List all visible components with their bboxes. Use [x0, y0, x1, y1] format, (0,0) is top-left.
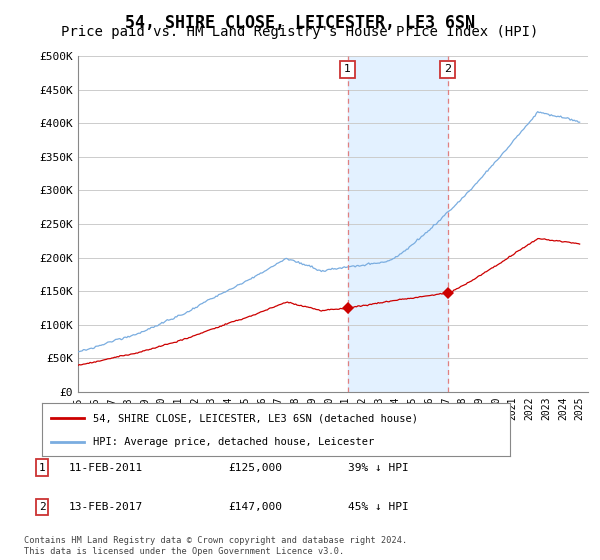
Text: 45% ↓ HPI: 45% ↓ HPI [348, 502, 409, 512]
Text: 54, SHIRE CLOSE, LEICESTER, LE3 6SN: 54, SHIRE CLOSE, LEICESTER, LE3 6SN [125, 14, 475, 32]
Text: £125,000: £125,000 [228, 463, 282, 473]
Text: Price paid vs. HM Land Registry's House Price Index (HPI): Price paid vs. HM Land Registry's House … [61, 25, 539, 39]
Text: 1: 1 [38, 463, 46, 473]
Text: Contains HM Land Registry data © Crown copyright and database right 2024.: Contains HM Land Registry data © Crown c… [24, 536, 407, 545]
Text: 1: 1 [344, 64, 351, 74]
Bar [347, 56, 448, 392]
Text: 54, SHIRE CLOSE, LEICESTER, LE3 6SN (detached house): 54, SHIRE CLOSE, LEICESTER, LE3 6SN (det… [94, 413, 418, 423]
Text: 39% ↓ HPI: 39% ↓ HPI [348, 463, 409, 473]
Text: This data is licensed under the Open Government Licence v3.0.: This data is licensed under the Open Gov… [24, 547, 344, 556]
Text: £147,000: £147,000 [228, 502, 282, 512]
Text: 11-FEB-2011: 11-FEB-2011 [69, 463, 143, 473]
Text: 2: 2 [445, 64, 451, 74]
Text: HPI: Average price, detached house, Leicester: HPI: Average price, detached house, Leic… [94, 436, 375, 446]
Text: 2: 2 [38, 502, 46, 512]
Text: 13-FEB-2017: 13-FEB-2017 [69, 502, 143, 512]
